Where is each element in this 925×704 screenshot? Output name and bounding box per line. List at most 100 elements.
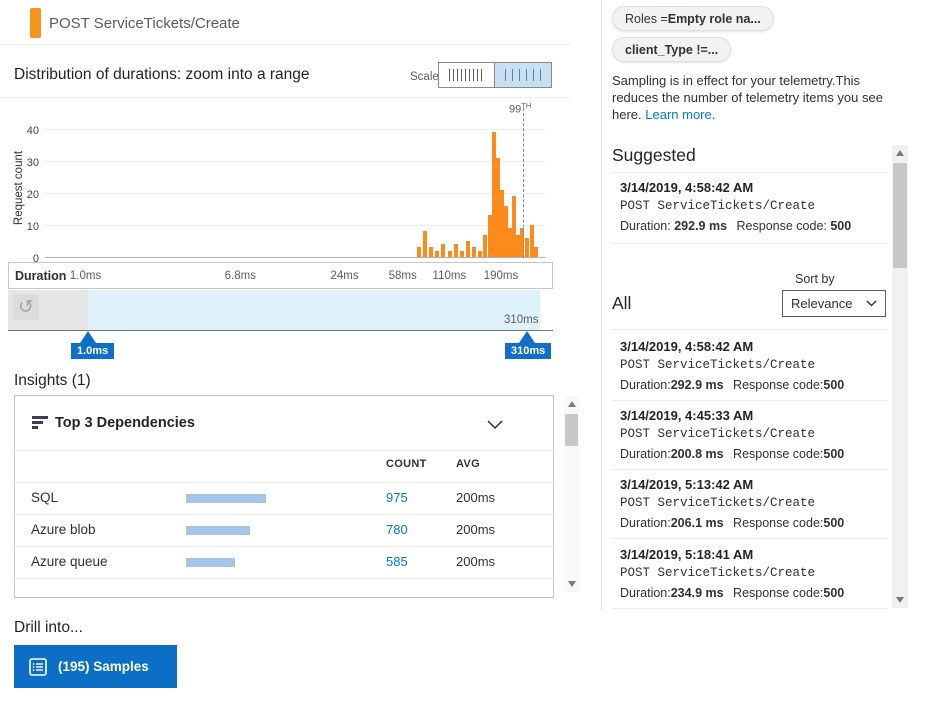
result-operation: POST ServiceTickets/Create [620,427,816,441]
card-divider [15,514,553,515]
histogram-bar [515,234,520,257]
samples-button-label: (195) Samples [58,659,149,674]
insights-card: Top 3 Dependencies COUNT AVG SQL 975 200… [14,395,554,598]
scroll-up-icon[interactable] [892,145,908,161]
chart-top-divider [0,97,570,98]
dependency-avg: 200ms [456,490,496,505]
scrollbar-thumb[interactable] [565,414,578,446]
chevron-down-icon [866,300,877,307]
dense-scale-icon [448,69,485,81]
histogram-bar [525,237,529,257]
dependency-name: Azure blob [31,522,96,537]
samples-list-icon [29,657,47,676]
selected-range[interactable] [88,290,540,330]
filter-client-type-value: client_Type !=... [625,42,719,57]
range-handle-min[interactable] [80,331,96,343]
filter-pill-roles[interactable]: Roles = Empty role na... [612,6,774,31]
sort-dropdown-value: Relevance [791,296,853,311]
all-title: All [612,293,632,313]
histogram-bar [423,231,427,257]
y-tick-label: 20 [26,189,39,201]
result-operation: POST ServiceTickets/Create [620,566,816,580]
histogram-bar [441,244,445,257]
histogram-bar [487,215,492,257]
dependency-row: SQL 975 200ms [15,482,553,514]
dependency-row: Azure queue 585 200ms [15,546,553,578]
histogram-bar [466,241,470,257]
filter-roles-prefix: Roles = [625,11,668,26]
range-handle-max[interactable] [519,331,535,343]
result-timestamp: 3/14/2019, 4:58:42 AM [620,180,754,195]
gridline [45,193,545,194]
reset-zoom-button[interactable]: ↺ [13,294,39,320]
header-divider [0,44,570,45]
histogram-bar [472,247,476,257]
chevron-down-icon[interactable] [487,420,503,429]
list-divider [612,172,888,173]
x-tick-label: 6.8ms [224,270,256,282]
insights-scrollbar[interactable] [564,396,579,592]
scroll-up-icon[interactable] [564,396,579,412]
insights-title: Insights (1) [14,372,91,389]
insights-card-header[interactable]: Top 3 Dependencies [15,396,553,450]
log-scale-button[interactable] [495,62,552,88]
x-axis-ticks: 1.0ms 6.8ms 24ms 58ms 110ms 190ms [9,263,552,288]
all-result-item[interactable]: 3/14/2019, 5:13:42 AM POST ServiceTicket… [612,477,888,539]
x-tick-label: 190ms [483,270,519,282]
slider-track [8,330,553,331]
sort-dropdown[interactable]: Relevance [782,290,886,317]
y-tick-label: 10 [26,221,39,233]
insights-card-title: Top 3 Dependencies [55,415,195,431]
result-details: Duration: 292.9 ms Response code: 500 [620,219,852,233]
column-header-count: COUNT [386,458,427,470]
list-divider [612,243,888,244]
linear-scale-button[interactable] [438,62,495,88]
sparse-scale-icon [505,69,541,81]
histogram-bar [499,189,504,257]
scale-label: Scale [410,71,439,83]
filter-pill-client-type[interactable]: client_Type !=... [612,37,732,62]
operation-title: POST ServiceTickets/Create [49,15,240,32]
dependencies-icon [32,416,48,431]
x-tick-label: 58ms [388,270,417,282]
operation-type-icon [30,8,41,38]
panel-divider [601,0,602,610]
histogram-bar [529,225,534,257]
result-details: Duration:206.1 ms Response code:500 [620,516,845,530]
x-tick-label: 110ms [432,270,467,282]
histogram-bar [448,250,452,257]
suggested-title: Suggested [612,145,696,165]
list-divider [612,329,888,330]
sampling-text: Sampling is in effect for your telemetry… [612,73,883,122]
list-divider [612,469,888,470]
range-max-badge: 310ms [505,343,552,359]
all-result-item[interactable]: 3/14/2019, 4:45:33 AM POST ServiceTicket… [612,408,888,470]
dependency-count-link[interactable]: 585 [386,554,408,569]
undo-icon: ↺ [18,296,34,318]
all-result-item[interactable]: 3/14/2019, 5:18:41 AM POST ServiceTicket… [612,547,888,609]
learn-more-link[interactable]: Learn more. [645,107,716,122]
card-divider [15,578,553,579]
dependency-count-link[interactable]: 975 [386,490,408,505]
suggested-result-item[interactable]: 3/14/2019, 4:58:42 AM POST ServiceTicket… [612,180,888,242]
histogram-bar [511,196,516,257]
dependency-count-link[interactable]: 780 [386,522,408,537]
histogram-bar [503,205,508,257]
x-axis-box: Duration 1.0ms 6.8ms 24ms 58ms 110ms 190ms [8,262,553,289]
results-scrollbar[interactable] [892,145,908,608]
scroll-down-icon[interactable] [564,576,579,592]
result-timestamp: 3/14/2019, 5:13:42 AM [620,477,754,492]
dependency-avg: 200ms [456,554,496,569]
x-tick-label: 1.0ms [69,270,102,282]
range-slider: ↺ 310ms 1.0ms 310ms [8,290,553,360]
y-tick-label: 0 [32,253,39,265]
histogram-bar [417,247,421,257]
result-details: Duration:200.8 ms Response code:500 [620,447,845,461]
all-result-item[interactable]: 3/14/2019, 4:58:42 AM POST ServiceTicket… [612,339,888,401]
histogram-bar [507,228,512,257]
scroll-down-icon[interactable] [892,592,908,608]
dependency-name: Azure queue [31,554,108,569]
samples-button[interactable]: (195) Samples [14,645,177,688]
card-divider [15,482,553,483]
scrollbar-thumb[interactable] [893,163,907,268]
